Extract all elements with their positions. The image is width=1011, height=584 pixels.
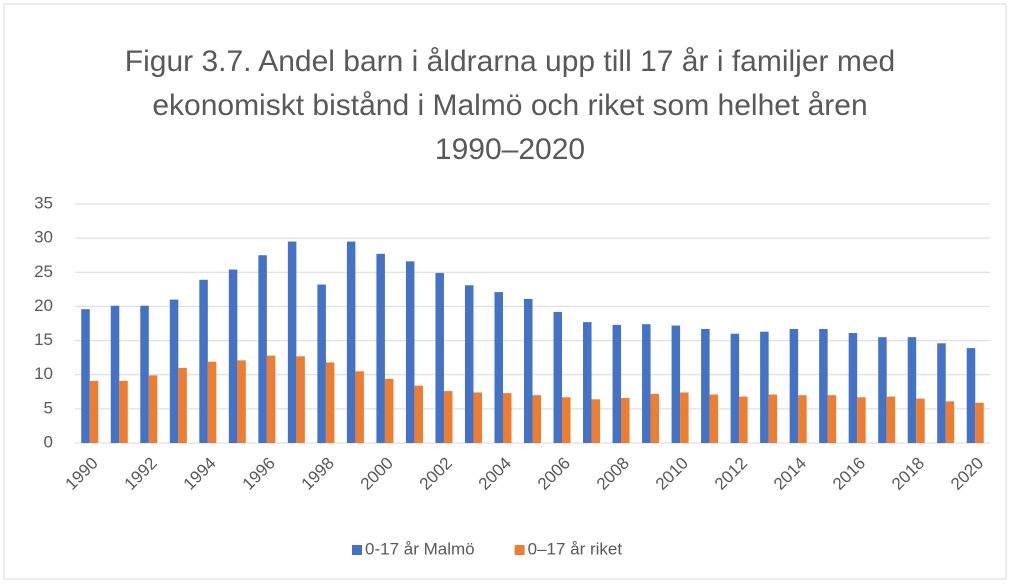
bar xyxy=(199,279,208,443)
bar xyxy=(937,343,946,443)
bar xyxy=(502,393,512,443)
bar xyxy=(532,395,541,443)
bar xyxy=(464,285,474,443)
bar xyxy=(739,396,748,443)
bar xyxy=(169,299,179,443)
bar xyxy=(81,309,90,443)
bar xyxy=(583,322,592,443)
y-tick-label: 5 xyxy=(44,398,53,417)
chart-title: Figur 3.7. Andel barn i åldrarna upp til… xyxy=(124,45,896,166)
bar xyxy=(591,399,601,443)
bar xyxy=(886,396,896,443)
y-tick-label: 15 xyxy=(34,330,53,349)
y-tick-label: 10 xyxy=(34,364,53,383)
bar xyxy=(494,292,503,443)
bar xyxy=(907,337,917,443)
bar xyxy=(827,395,837,443)
bar xyxy=(355,371,364,443)
y-tick-label: 35 xyxy=(34,193,53,212)
bar xyxy=(768,394,778,443)
bar xyxy=(110,305,120,443)
bar xyxy=(671,325,681,443)
bar xyxy=(701,328,710,443)
bar xyxy=(789,328,799,443)
bar xyxy=(621,397,630,443)
y-tick-label: 25 xyxy=(34,262,53,281)
bar xyxy=(680,392,689,443)
y-tick-label: 0 xyxy=(44,432,53,451)
bar xyxy=(258,255,267,443)
bar xyxy=(760,331,769,443)
bar xyxy=(473,392,482,443)
bar xyxy=(916,398,925,443)
y-tick-label: 20 xyxy=(34,296,53,315)
bar xyxy=(384,378,394,443)
y-tick-label: 30 xyxy=(34,228,53,247)
bar xyxy=(642,324,651,443)
bar xyxy=(296,356,305,443)
legend-label: 0-17 år Malmö xyxy=(365,539,475,558)
bar xyxy=(237,360,246,443)
bar xyxy=(325,362,335,443)
bar xyxy=(317,284,326,443)
bar xyxy=(148,375,158,443)
bar xyxy=(376,253,385,443)
bar xyxy=(975,402,984,443)
bar xyxy=(119,380,128,443)
bar xyxy=(414,385,423,443)
legend-swatch xyxy=(514,545,525,555)
bar xyxy=(140,305,149,443)
bar xyxy=(346,241,356,443)
bar xyxy=(798,395,807,443)
bar xyxy=(228,269,238,443)
bar xyxy=(89,380,99,443)
bar xyxy=(178,367,187,443)
bar xyxy=(878,337,887,443)
bar xyxy=(857,397,866,443)
bar xyxy=(650,393,660,443)
bar xyxy=(435,272,444,443)
chart-border xyxy=(3,3,1007,580)
legend-label: 0–17 år riket xyxy=(528,539,623,558)
legend-swatch xyxy=(352,545,362,555)
bar xyxy=(405,261,415,443)
bar xyxy=(443,391,453,443)
bar xyxy=(945,401,955,443)
bar xyxy=(848,333,858,443)
bar xyxy=(966,348,976,443)
bar xyxy=(562,397,571,443)
bar xyxy=(730,333,740,443)
bar xyxy=(553,311,563,443)
bar xyxy=(266,355,276,443)
bar xyxy=(612,324,622,443)
bar xyxy=(819,328,828,443)
bar xyxy=(524,298,533,443)
bar xyxy=(207,361,217,443)
bar xyxy=(287,241,297,443)
bar xyxy=(709,394,719,443)
